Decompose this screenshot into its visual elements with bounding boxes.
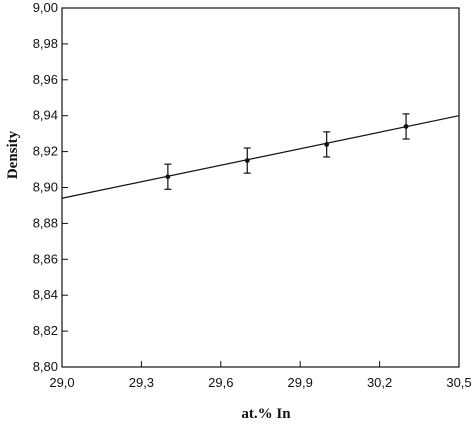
x-tick-label: 29,9 [288, 375, 313, 390]
y-tick-label: 8,84 [33, 287, 58, 302]
data-point [324, 142, 330, 147]
plot-area: 8,80 8,82 8,84 8,86 8,88 8,90 8,92 8,94 8,96 8,98… [33, 0, 472, 390]
x-tick-label: 30,2 [367, 375, 392, 390]
x-tick-label: 29,6 [208, 375, 233, 390]
x-axis-title: at.% In [241, 406, 291, 422]
y-tick-label: 8,86 [33, 251, 58, 266]
y-tick-label: 8,90 [33, 180, 58, 195]
y-tick-label: 8,82 [33, 323, 58, 338]
x-tick-label: 29,3 [129, 375, 154, 390]
data-point [244, 158, 250, 163]
x-tick-label: 29,0 [49, 375, 74, 390]
plot-frame [61, 7, 460, 368]
data-point [403, 124, 409, 129]
y-tick-label: 8,80 [33, 359, 58, 374]
y-tick-label: 8,92 [33, 144, 58, 159]
y-tick-label: 9,00 [33, 0, 58, 15]
y-tick-label: 8,94 [33, 108, 58, 123]
y-tick-label: 8,96 [33, 72, 58, 87]
y-tick-label: 8,98 [33, 36, 58, 51]
fit-line [61, 115, 460, 199]
y-tick-label: 8,88 [33, 215, 58, 230]
data-point [165, 174, 171, 180]
y-axis-title: Density [5, 130, 21, 179]
x-tick-label: 30,5 [446, 375, 471, 390]
